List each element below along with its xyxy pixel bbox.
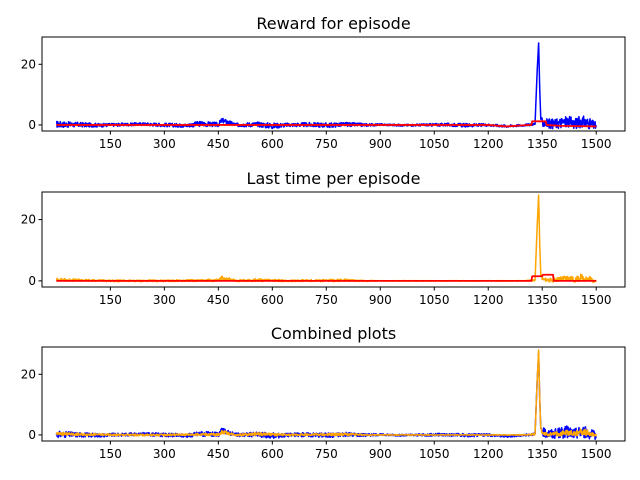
series-line-2 [55,349,597,437]
x-tick-label: 1350 [527,447,558,461]
chart-title: Reward for episode [256,14,410,33]
x-tick-label: 300 [153,137,176,151]
chart-panel-2: Last time per episode 150 300 450 600 750 900 1… [21,169,626,307]
x-tick-label: 1050 [419,447,450,461]
y-tick-label: 0 [28,428,36,442]
x-tick-label: 450 [207,137,230,151]
plot-area-frame [41,191,626,288]
x-tick-label: 750 [315,137,338,151]
x-tick-label: 150 [99,293,122,307]
x-tick-label: 1200 [473,137,504,151]
y-tick-label: 0 [28,118,36,132]
x-tick-label: 300 [153,293,176,307]
chart-title: Combined plots [271,324,396,343]
plot-area-frame [41,346,626,442]
x-tick-label: 150 [99,137,122,151]
x-tick-label: 450 [207,293,230,307]
x-tick-label: 300 [153,447,176,461]
x-tick-label: 1200 [473,447,504,461]
y-tick-label: 20 [21,57,36,71]
chart-title: Last time per episode [247,169,421,188]
y-tick-label: 20 [21,367,36,381]
series-line-2 [56,273,597,282]
x-tick-label: 1350 [527,293,558,307]
x-tick-label: 600 [261,447,284,461]
x-tick-label: 900 [369,137,392,151]
x-tick-label: 1500 [581,447,612,461]
x-tick-label: 600 [261,137,284,151]
x-tick-label: 1050 [419,293,450,307]
x-tick-label: 1350 [527,137,558,151]
series-line-2 [56,120,597,128]
x-tick-label: 750 [315,293,338,307]
x-tick-label: 1500 [581,137,612,151]
x-tick-label: 750 [315,447,338,461]
y-tick-label: 0 [28,274,36,288]
chart-panel-3: Combined plots 150 300 450 600 750 900 1050 1200… [21,324,626,461]
x-tick-label: 900 [369,293,392,307]
chart-panel-1: Reward for episode 150 300 450 600 750 900 1050… [21,14,626,151]
series-group [56,42,597,130]
plot-area-frame [41,36,626,132]
x-tick-label: 900 [369,447,392,461]
series-group [55,349,597,441]
x-tick-label: 1050 [419,137,450,151]
series-group [55,194,597,283]
x-tick-label: 150 [99,447,122,461]
x-tick-label: 600 [261,293,284,307]
x-tick-label: 450 [207,447,230,461]
x-tick-label: 1200 [473,293,504,307]
x-tick-label: 1500 [581,293,612,307]
y-tick-label: 20 [21,213,36,227]
